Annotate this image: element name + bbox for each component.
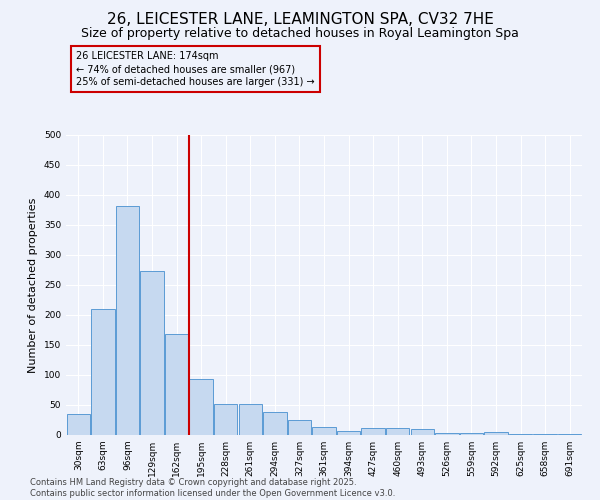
Bar bbox=[116, 206, 139, 435]
Bar bbox=[214, 404, 238, 435]
Bar bbox=[460, 432, 483, 435]
Bar bbox=[435, 432, 458, 435]
Bar bbox=[361, 428, 385, 435]
Text: 26, LEICESTER LANE, LEAMINGTON SPA, CV32 7HE: 26, LEICESTER LANE, LEAMINGTON SPA, CV32… bbox=[107, 12, 493, 28]
Bar bbox=[484, 432, 508, 435]
Bar bbox=[410, 429, 434, 435]
Text: Size of property relative to detached houses in Royal Leamington Spa: Size of property relative to detached ho… bbox=[81, 28, 519, 40]
Bar bbox=[263, 412, 287, 435]
Bar bbox=[165, 334, 188, 435]
Y-axis label: Number of detached properties: Number of detached properties bbox=[28, 198, 38, 372]
Bar bbox=[313, 427, 335, 435]
Bar bbox=[239, 404, 262, 435]
Bar bbox=[558, 434, 581, 435]
Bar bbox=[91, 309, 115, 435]
Bar bbox=[509, 434, 532, 435]
Bar bbox=[386, 428, 409, 435]
Text: 26 LEICESTER LANE: 174sqm
← 74% of detached houses are smaller (967)
25% of semi: 26 LEICESTER LANE: 174sqm ← 74% of detac… bbox=[76, 51, 315, 88]
Bar bbox=[288, 420, 311, 435]
Bar bbox=[533, 434, 557, 435]
Bar bbox=[337, 431, 360, 435]
Bar bbox=[190, 379, 213, 435]
Bar bbox=[140, 271, 164, 435]
Bar bbox=[67, 414, 90, 435]
Text: Contains HM Land Registry data © Crown copyright and database right 2025.
Contai: Contains HM Land Registry data © Crown c… bbox=[30, 478, 395, 498]
